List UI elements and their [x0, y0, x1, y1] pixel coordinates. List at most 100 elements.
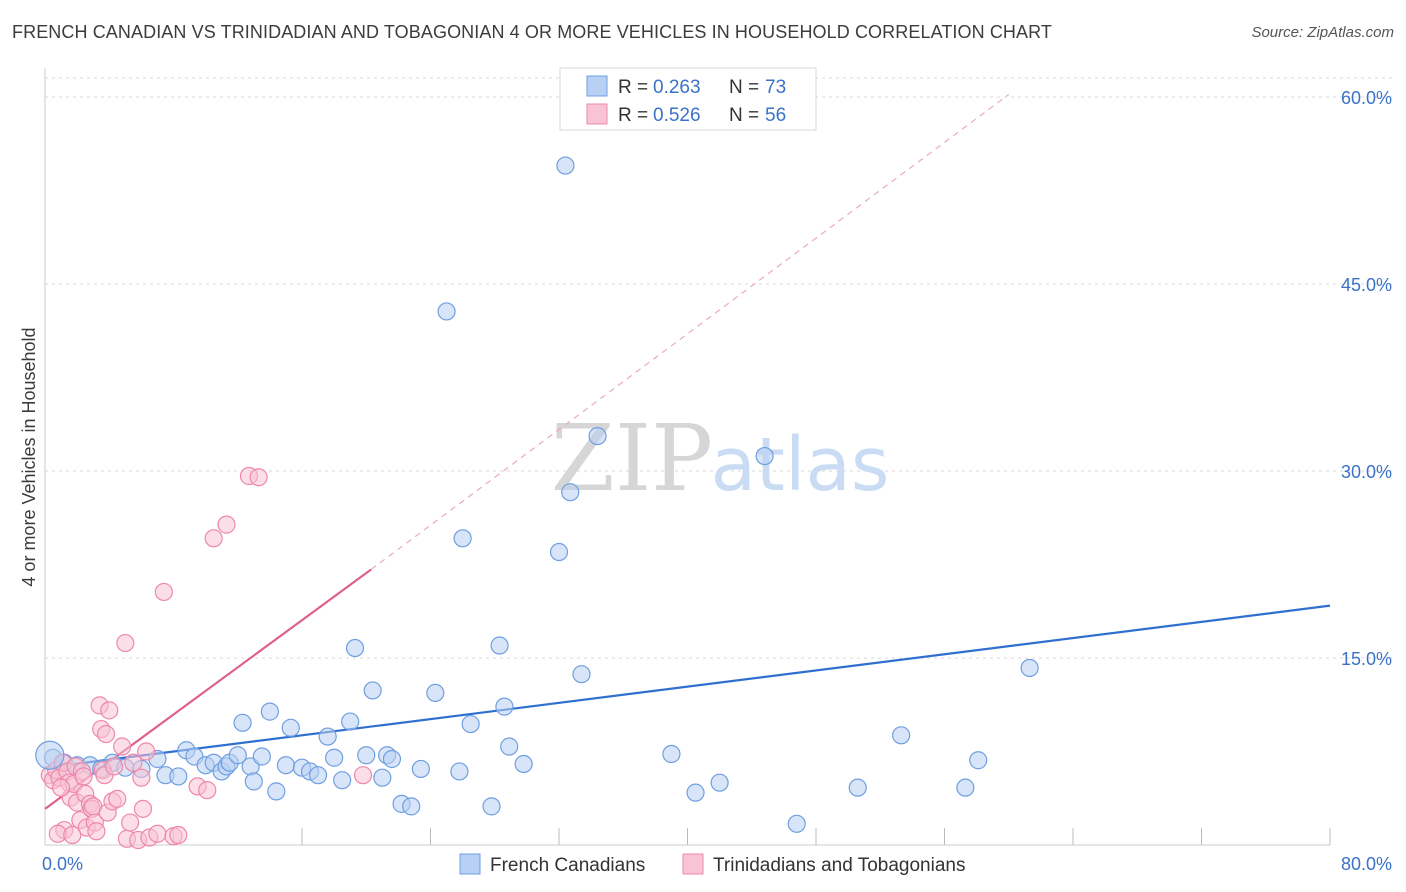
legend-r-value-2: 0.526 — [653, 105, 701, 126]
point-french-canadian — [308, 766, 328, 785]
point-french-canadian — [373, 768, 392, 787]
point-french-canadian — [561, 483, 580, 502]
point-french-canadian — [969, 751, 988, 770]
point-french-canadian — [267, 782, 286, 801]
point-french-canadian — [956, 778, 975, 797]
point-french-canadian — [228, 746, 247, 765]
bottom-legend-label-blue: French Canadians — [490, 855, 645, 876]
point-trinidadian — [169, 825, 188, 845]
point-trinidadian — [116, 633, 135, 653]
point-french-canadian — [318, 727, 337, 746]
point-trinidadian — [112, 737, 132, 756]
point-trinidadian — [87, 822, 106, 841]
chart-title: FRENCH CANADIAN VS TRINIDADIAN AND TOBAG… — [12, 22, 1053, 42]
legend-r-label-2: R = — [618, 105, 648, 126]
x-tick-label: 0.0% — [42, 854, 83, 874]
point-french-canadian — [260, 702, 279, 721]
watermark-atlas: atlas — [711, 422, 890, 508]
point-trinidadian — [51, 778, 71, 797]
point-trinidadian — [100, 701, 119, 720]
point-trinidadian — [121, 813, 140, 832]
point-french-canadian — [500, 737, 519, 756]
tick-labels: 15.0% 30.0% 45.0% 60.0% 0.0% 80.0% — [42, 88, 1392, 874]
y-tick-label: 15.0% — [1341, 649, 1392, 669]
point-french-canadian — [514, 754, 533, 774]
legend-swatch-pink — [586, 103, 608, 125]
point-french-canadian — [325, 748, 344, 767]
point-trinidadian — [249, 468, 268, 487]
point-french-canadian — [556, 156, 575, 175]
legend-n-value-1: 73 — [765, 77, 786, 98]
point-trinidadian — [198, 781, 217, 800]
point-french-canadian — [495, 697, 514, 716]
point-trinidadian — [133, 799, 153, 818]
y-tick-label: 30.0% — [1341, 462, 1392, 482]
point-french-canadian — [363, 681, 382, 700]
legend-swatch-blue — [586, 75, 608, 97]
point-french-canadian — [426, 683, 445, 703]
point-french-canadian — [437, 302, 456, 321]
point-french-canadian — [357, 746, 376, 765]
point-trinidadian — [137, 742, 156, 761]
trend-line-blue — [44, 604, 1331, 769]
point-french-canadian — [402, 797, 421, 816]
point-french-canadian — [686, 783, 705, 802]
legend-n-label-2: N = — [729, 105, 759, 126]
legend-r-label-1: R = — [618, 77, 648, 98]
point-trinidadian — [148, 824, 167, 843]
point-french-canadian-cluster — [35, 740, 65, 770]
trend-line-pink-extended — [370, 94, 1010, 570]
point-french-canadian — [281, 718, 300, 737]
point-french-canadian — [572, 665, 591, 684]
point-french-canadian — [549, 542, 569, 562]
point-french-canadian — [453, 529, 472, 548]
point-french-canadian — [1020, 658, 1039, 678]
point-french-canadian — [244, 772, 263, 791]
point-trinidadian — [217, 515, 236, 534]
bottom-legend-swatch-blue — [459, 853, 481, 875]
point-french-canadian — [490, 636, 509, 655]
grid — [45, 77, 1392, 659]
point-french-canadian — [588, 426, 607, 446]
point-french-canadian — [411, 759, 430, 779]
point-french-canadian — [848, 778, 867, 797]
point-trinidadian — [96, 724, 116, 744]
point-french-canadian — [892, 726, 911, 745]
point-french-canadian — [252, 747, 271, 766]
point-french-canadian — [482, 797, 501, 816]
point-trinidadian — [204, 529, 223, 548]
bottom-legend-swatch-pink — [682, 853, 704, 875]
point-french-canadian — [662, 744, 681, 764]
x-tick-label: 80.0% — [1341, 854, 1392, 874]
point-french-canadian — [233, 713, 252, 732]
point-french-canadian — [341, 712, 360, 731]
data-points — [35, 156, 1039, 850]
point-trinidadian — [63, 825, 82, 845]
point-trinidadian — [353, 766, 373, 785]
point-trinidadian — [132, 768, 151, 787]
point-trinidadian — [74, 767, 93, 786]
legend-n-label-1: N = — [729, 77, 759, 98]
point-french-canadian — [450, 762, 469, 781]
point-french-canadian — [276, 756, 296, 775]
y-axis-label: 4 or more Vehicles in Household — [19, 327, 39, 586]
point-french-canadian — [169, 767, 188, 786]
point-french-canadian — [345, 638, 365, 658]
point-trinidadian — [108, 789, 127, 808]
point-french-canadian — [382, 749, 402, 769]
point-french-canadian — [710, 773, 729, 792]
source-credit: Source: ZipAtlas.com — [1251, 24, 1394, 41]
point-french-canadian — [461, 714, 480, 734]
legend: R = 0.263 N = 73 R = 0.526 N = 56 — [559, 67, 817, 131]
bottom-legend: French Canadians Trinidadians and Tobago… — [459, 853, 965, 876]
watermark: ZIP atlas — [551, 405, 890, 512]
point-french-canadian — [333, 771, 352, 790]
point-trinidadian — [124, 753, 143, 772]
point-french-canadian — [755, 446, 774, 466]
legend-r-value-1: 0.263 — [653, 77, 701, 98]
y-tick-label: 60.0% — [1341, 88, 1392, 108]
point-trinidadian — [104, 757, 124, 776]
point-trinidadian — [154, 582, 173, 602]
bottom-legend-label-pink: Trinidadians and Tobagonians — [713, 855, 965, 876]
